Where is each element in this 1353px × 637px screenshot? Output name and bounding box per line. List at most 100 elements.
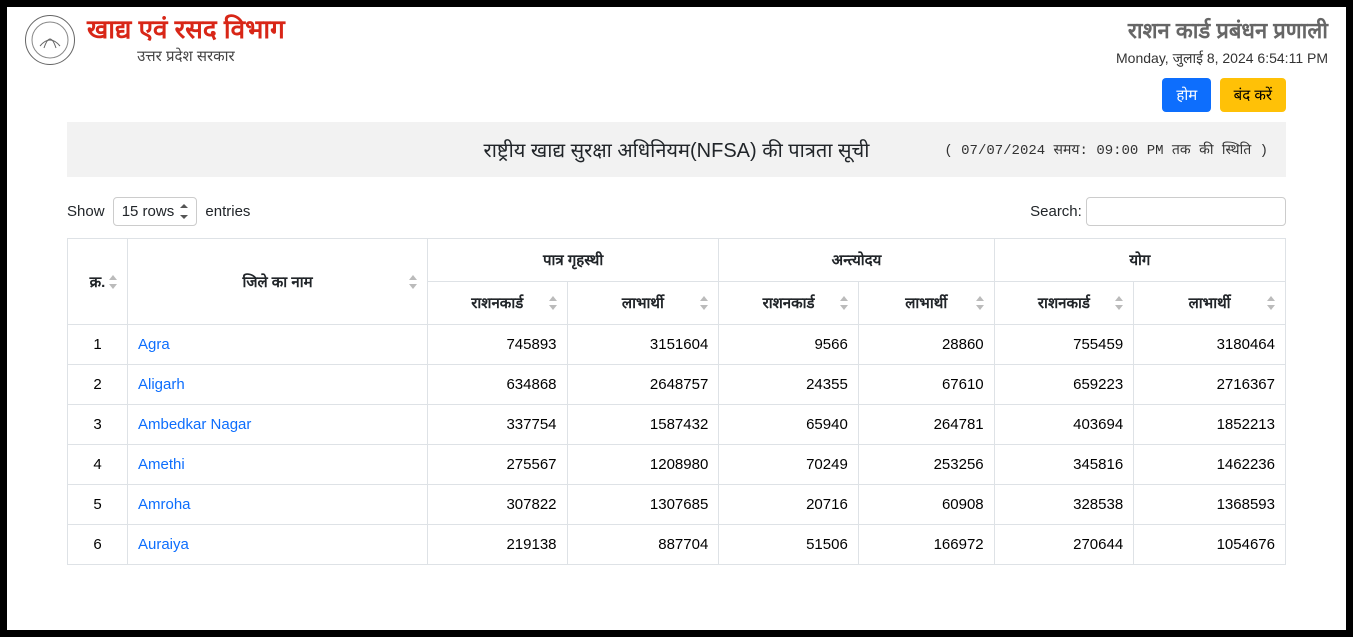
cell-district: Amethi [128,445,428,485]
content-area: राष्ट्रीय खाद्य सुरक्षा अधिनियम(NFSA) की… [7,122,1346,565]
col-label: राशनकार्ड [763,295,815,312]
page-title: राष्ट्रीय खाद्य सुरक्षा अधिनियम(NFSA) की… [484,136,870,163]
col-header-tot-ben[interactable]: लाभार्थी [1134,282,1286,325]
col-group-total: योग [994,239,1285,282]
district-link[interactable]: Amethi [138,456,185,473]
header-left: खाद्य एवं रसद विभाग उत्तर प्रदेश सरकार [25,15,285,66]
col-label: लाभार्थी [905,295,947,312]
col-group-phh: पात्र गृहस्थी [428,239,719,282]
cell-tot-ben: 1054676 [1134,525,1286,565]
cell-index: 4 [68,445,128,485]
page-timestamp: Monday, जुलाई 8, 2024 6:54:11 PM [1116,49,1328,68]
cell-phh-ben: 2648757 [567,365,719,405]
cell-tot-rc: 659223 [994,365,1134,405]
cell-phh-rc: 745893 [428,325,568,365]
cell-tot-rc: 328538 [994,485,1134,525]
cell-tot-rc: 755459 [994,325,1134,365]
cell-index: 2 [68,365,128,405]
search-control: Search: [1030,197,1286,226]
district-link[interactable]: Aligarh [138,376,185,393]
table-row: 3Ambedkar Nagar3377541587432659402647814… [68,405,1286,445]
col-header-aay-ben[interactable]: लाभार्थी [858,282,994,325]
cell-tot-rc: 403694 [994,405,1134,445]
cell-tot-ben: 3180464 [1134,325,1286,365]
col-header-tot-rc[interactable]: राशनकार्ड [994,282,1134,325]
title-bar: राष्ट्रीय खाद्य सुरक्षा अधिनियम(NFSA) की… [67,122,1286,177]
dept-subtitle: उत्तर प्रदेश सरकार [87,46,285,66]
col-label: राशनकार्ड [471,295,523,312]
cell-aay-rc: 65940 [719,405,859,445]
cell-phh-rc: 307822 [428,485,568,525]
rows-per-page-control: Show 15 rows entries [67,197,250,226]
cell-phh-ben: 1208980 [567,445,719,485]
cell-district: Aligarh [128,365,428,405]
col-header-aay-rc[interactable]: राशनकार्ड [719,282,859,325]
cell-aay-ben: 28860 [858,325,994,365]
col-header-index[interactable]: क्र. [68,239,128,325]
col-label: लाभार्थी [1189,295,1231,312]
col-label: लाभार्थी [622,295,664,312]
dept-title: खाद्य एवं रसद विभाग [87,15,285,44]
cell-phh-ben: 887704 [567,525,719,565]
sort-icon [549,296,559,310]
cell-phh-rc: 219138 [428,525,568,565]
search-label: Search: [1030,203,1082,220]
show-label: Show [67,203,105,220]
cell-aay-rc: 9566 [719,325,859,365]
home-button[interactable]: होम [1162,78,1211,112]
sort-icon [1267,296,1277,310]
col-header-district[interactable]: जिले का नाम [128,239,428,325]
cell-tot-ben: 2716367 [1134,365,1286,405]
cell-district: Amroha [128,485,428,525]
table-row: 1 Agra 74589331516049566288607554593180464 [68,325,1286,365]
close-button[interactable]: बंद करें [1220,78,1286,112]
cell-index: 1 [68,325,128,365]
sort-icon [109,275,119,289]
district-link[interactable]: Agra [138,336,170,353]
cell-phh-ben: 3151604 [567,325,719,365]
cell-phh-ben: 1587432 [567,405,719,445]
status-note: ( 07/07/2024 समय: 09:00 PM तक की स्थिति … [944,140,1268,159]
cell-index: 5 [68,485,128,525]
cell-aay-rc: 51506 [719,525,859,565]
state-seal-icon [25,15,75,65]
system-title: राशन कार्ड प्रबंधन प्रणाली [1116,15,1328,45]
cell-district: Ambedkar Nagar [128,405,428,445]
cell-aay-ben: 60908 [858,485,994,525]
header-right: राशन कार्ड प्रबंधन प्रणाली Monday, जुलाई… [1116,15,1328,68]
col-header-phh-ben[interactable]: लाभार्थी [567,282,719,325]
cell-index: 6 [68,525,128,565]
cell-phh-ben: 1307685 [567,485,719,525]
sort-icon [700,296,710,310]
cell-tot-ben: 1368593 [1134,485,1286,525]
cell-index: 3 [68,405,128,445]
cell-tot-rc: 270644 [994,525,1134,565]
cell-district: Auraiya [128,525,428,565]
search-input[interactable] [1086,197,1286,226]
cell-phh-rc: 634868 [428,365,568,405]
col-header-district-label: जिले का नाम [242,274,312,291]
page-frame: खाद्य एवं रसद विभाग उत्तर प्रदेश सरकार र… [6,6,1347,631]
col-label: राशनकार्ड [1038,295,1090,312]
district-link[interactable]: Ambedkar Nagar [138,416,251,433]
district-link[interactable]: Auraiya [138,536,189,553]
cell-aay-ben: 67610 [858,365,994,405]
cell-tot-ben: 1852213 [1134,405,1286,445]
cell-aay-rc: 24355 [719,365,859,405]
col-header-index-label: क्र. [90,274,106,291]
rows-select[interactable]: 15 rows [113,197,198,226]
cell-aay-ben: 166972 [858,525,994,565]
header: खाद्य एवं रसद विभाग उत्तर प्रदेश सरकार र… [7,7,1346,72]
dept-block: खाद्य एवं रसद विभाग उत्तर प्रदेश सरकार [87,15,285,66]
action-button-row: होम बंद करें [7,72,1346,122]
cell-aay-rc: 70249 [719,445,859,485]
district-link[interactable]: Amroha [138,496,191,513]
sort-icon [409,275,419,289]
sort-icon [840,296,850,310]
sort-icon [976,296,986,310]
col-header-phh-rc[interactable]: राशनकार्ड [428,282,568,325]
cell-phh-rc: 275567 [428,445,568,485]
table-row: 5 Amroha 307822130768520716609083285381368… [68,485,1286,525]
cell-district: Agra [128,325,428,365]
cell-aay-rc: 20716 [719,485,859,525]
